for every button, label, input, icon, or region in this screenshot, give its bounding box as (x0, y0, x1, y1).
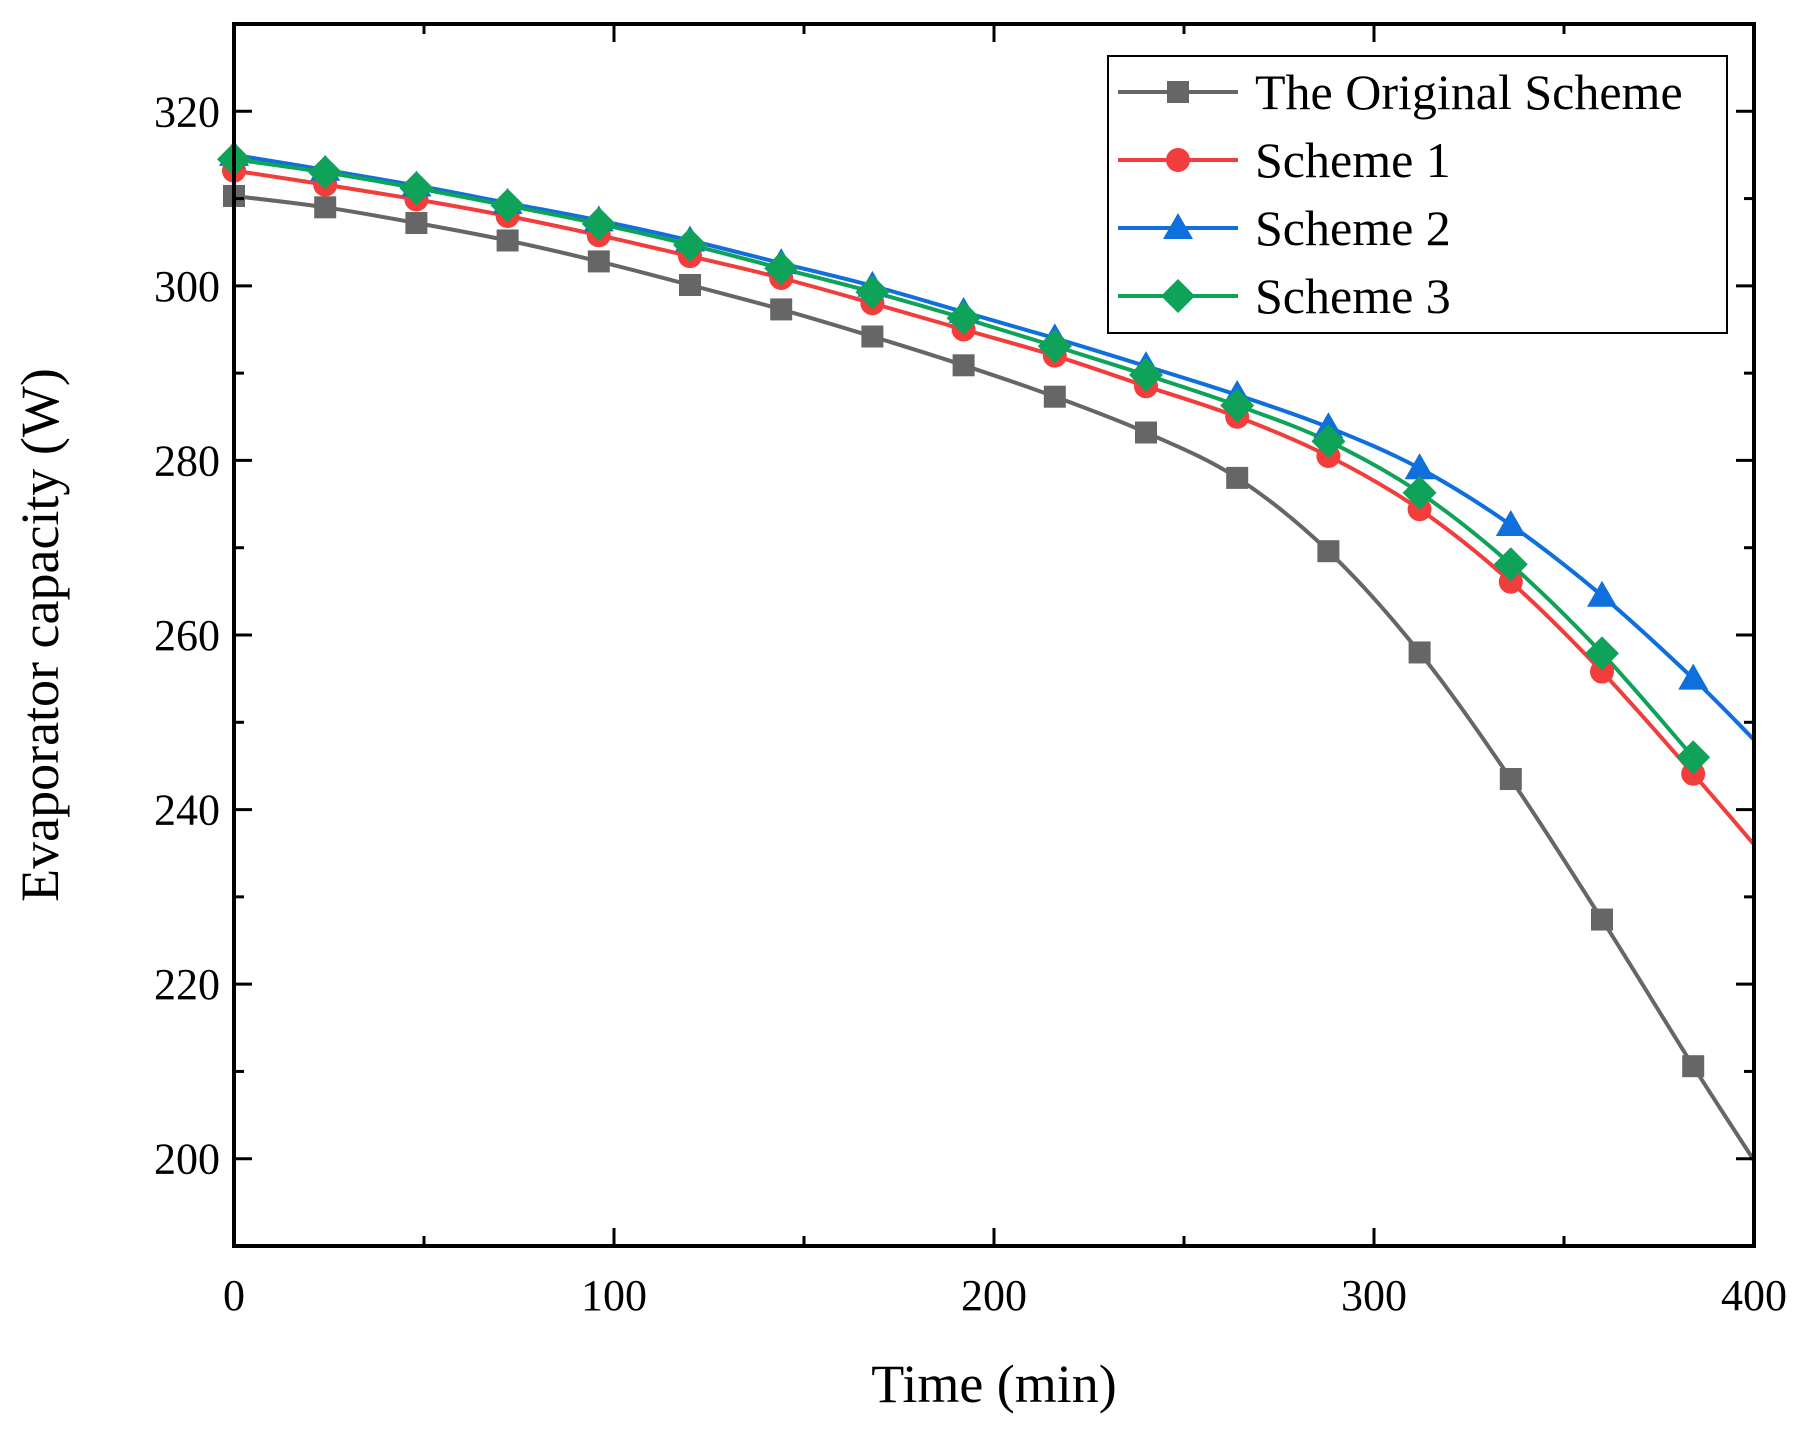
marker-scheme-2-13 (1404, 453, 1435, 480)
marker-scheme-2-14 (1495, 510, 1526, 537)
x-tick-label: 100 (581, 1271, 647, 1320)
marker-scheme-3-4 (581, 206, 616, 241)
legend-marker-the-original-scheme (1167, 81, 1189, 103)
marker-the-original-scheme-12 (1317, 540, 1340, 563)
marker-the-original-scheme-14 (1499, 768, 1522, 791)
y-tick-label: 300 (154, 262, 220, 311)
marker-scheme-2-16 (1678, 663, 1709, 690)
legend-marker-scheme-2 (1163, 213, 1193, 239)
marker-scheme-3-10 (1129, 357, 1163, 392)
marker-scheme-3-6 (764, 251, 799, 286)
x-tick-label: 0 (223, 1271, 245, 1320)
legend-label-scheme-2: Scheme 2 (1255, 200, 1451, 256)
marker-scheme-3-3 (490, 188, 525, 223)
marker-the-original-scheme-4 (587, 250, 610, 273)
y-tick-label: 240 (154, 786, 220, 835)
marker-scheme-3-12 (1311, 424, 1346, 459)
marker-the-original-scheme-3 (496, 229, 519, 252)
y-tick-label: 200 (154, 1135, 220, 1184)
marker-scheme-1-15 (1590, 659, 1614, 684)
legend-label-scheme-1: Scheme 1 (1255, 132, 1451, 188)
y-axis-title: Evaporator capacity (W) (10, 368, 70, 902)
marker-the-original-scheme-13 (1408, 641, 1431, 664)
marker-the-original-scheme-15 (1591, 908, 1613, 931)
marker-the-original-scheme-9 (1043, 385, 1066, 408)
legend-marker-scheme-3 (1161, 279, 1195, 313)
x-tick-label: 200 (961, 1271, 1027, 1320)
marker-scheme-1-14 (1498, 569, 1523, 594)
legend-marker-scheme-1 (1166, 148, 1190, 172)
y-tick-label: 260 (154, 611, 220, 660)
legend-box (1107, 55, 1728, 334)
marker-the-original-scheme-1 (314, 196, 337, 219)
marker-scheme-3-14 (1493, 547, 1528, 582)
y-tick-label: 280 (154, 436, 220, 485)
series-line-the-original-scheme (233, 194, 1756, 1162)
y-tick-label: 220 (154, 960, 220, 1009)
marker-the-original-scheme-16 (1682, 1055, 1705, 1078)
marker-scheme-3-13 (1402, 475, 1437, 510)
marker-the-original-scheme-2 (405, 212, 428, 235)
x-axis-title: Time (min) (871, 1354, 1117, 1414)
marker-scheme-3-11 (1220, 388, 1255, 423)
marker-scheme-3-15 (1585, 636, 1619, 671)
y-tick-label: 320 (154, 87, 220, 136)
marker-the-original-scheme-8 (952, 354, 975, 377)
marker-the-original-scheme-11 (1226, 466, 1249, 489)
marker-scheme-3-16 (1676, 740, 1711, 775)
marker-scheme-3-7 (855, 274, 890, 309)
marker-scheme-3-9 (1037, 329, 1072, 364)
marker-the-original-scheme-5 (679, 273, 701, 296)
marker-scheme-3-2 (399, 171, 434, 206)
x-tick-label: 400 (1721, 1271, 1787, 1320)
x-tick-label: 300 (1341, 1271, 1407, 1320)
legend-label-scheme-3: Scheme 3 (1255, 268, 1451, 324)
marker-the-original-scheme-10 (1135, 421, 1157, 444)
marker-scheme-2-15 (1587, 580, 1617, 607)
marker-scheme-3-8 (946, 301, 981, 336)
legend: The Original Scheme Scheme 1 Scheme 2 Schem… (1107, 55, 1728, 334)
marker-the-original-scheme-7 (861, 325, 884, 348)
marker-scheme-3-1 (308, 155, 343, 190)
series-line-scheme-3 (233, 157, 1695, 759)
marker-the-original-scheme-6 (770, 298, 793, 321)
legend-label-the-original-scheme: The Original Scheme (1255, 64, 1683, 120)
marker-scheme-3-5 (673, 227, 707, 262)
